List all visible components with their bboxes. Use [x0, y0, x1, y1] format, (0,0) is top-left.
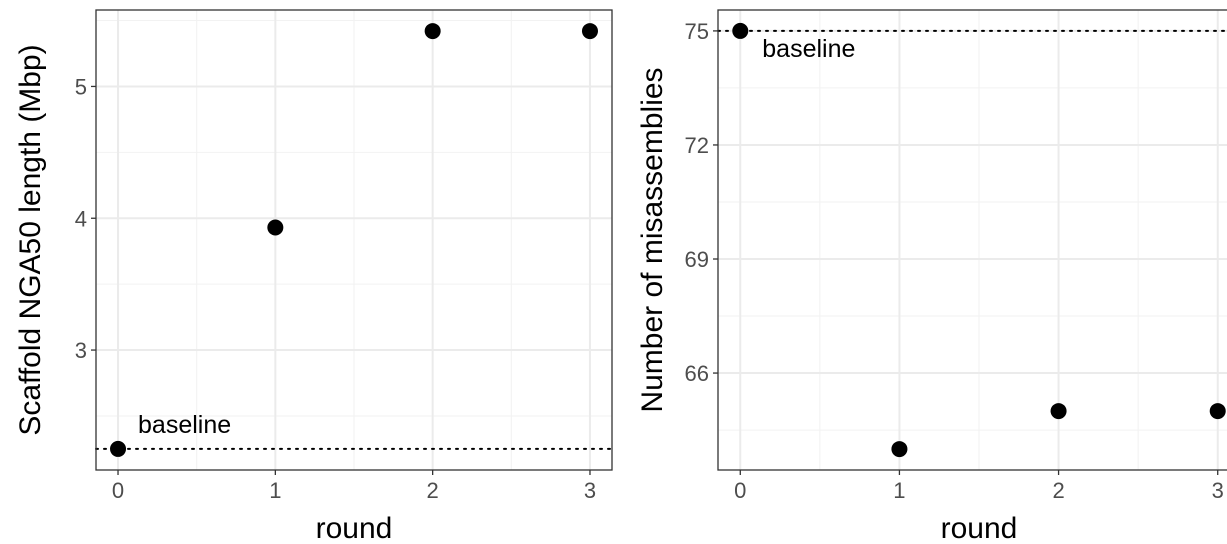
y-tick-label: 4 [75, 206, 87, 231]
y-axis-title: Number of misassemblies [636, 67, 669, 412]
nga50-panel: baseline 0 1 2 3 3 4 5 round Scaffold NGA50 lengt… [14, 9, 613, 544]
data-point [891, 441, 908, 458]
panel-border [717, 9, 1227, 471]
data-point [732, 22, 749, 39]
data-point [581, 23, 598, 40]
data-point [1050, 403, 1067, 420]
data-point [1209, 403, 1226, 420]
x-tick-label: 2 [1052, 478, 1064, 503]
y-tick-label: 69 [685, 247, 709, 272]
plot-area [718, 10, 1227, 470]
y-tick-label: 66 [685, 361, 709, 386]
y-tick-label: 5 [75, 74, 87, 99]
y-tick-label: 3 [75, 338, 87, 363]
x-tick-label: 0 [112, 478, 124, 503]
x-tick-label: 1 [269, 478, 281, 503]
misassemblies-panel: baseline 0 1 2 3 66 69 72 75 round Number of misas… [636, 9, 1227, 544]
panel-border [95, 9, 613, 471]
x-axis-title: round [941, 512, 1018, 544]
data-point [267, 219, 284, 236]
x-tick-label: 3 [1212, 478, 1224, 503]
x-tick-label: 1 [893, 478, 905, 503]
x-tick-label: 3 [584, 478, 596, 503]
x-axis-title: round [316, 512, 393, 544]
y-tick-label: 75 [685, 19, 709, 44]
x-tick-label: 2 [427, 478, 439, 503]
data-point [424, 23, 441, 40]
y-axis-title: Scaffold NGA50 length (Mbp) [14, 44, 47, 435]
y-tick-label: 72 [685, 133, 709, 158]
data-point [110, 440, 127, 457]
baseline-label: baseline [762, 35, 855, 63]
baseline-label: baseline [138, 411, 231, 439]
x-tick-label: 0 [734, 478, 746, 503]
